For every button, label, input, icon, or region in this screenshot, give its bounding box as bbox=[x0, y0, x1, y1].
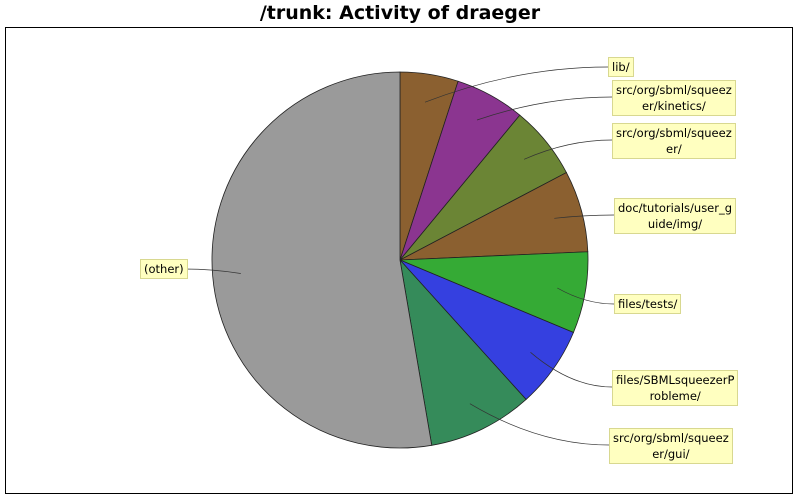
slice-label: files/SBMLsqueezerP robleme/ bbox=[612, 370, 739, 406]
pie-slice bbox=[399, 258, 527, 446]
slice-label: doc/tutorials/user_g uide/img/ bbox=[614, 198, 737, 234]
slice-label-line: src/org/sbml/squeez bbox=[613, 431, 729, 445]
leader-line bbox=[183, 268, 241, 274]
slice-label-line: src/org/sbml/squeez bbox=[616, 126, 732, 140]
slice-label: src/org/sbml/squeez er/ bbox=[612, 123, 736, 159]
pie-slice bbox=[211, 71, 433, 449]
leader-line bbox=[554, 214, 615, 219]
slice-label: lib/ bbox=[608, 57, 634, 77]
slice-label: (other) bbox=[140, 259, 188, 279]
slice-label-line: files/SBMLsqueezerP bbox=[616, 373, 735, 387]
slice-label-line: uide/img/ bbox=[647, 217, 703, 231]
slice-label-line: src/org/sbml/squeez bbox=[616, 83, 732, 97]
slice-label-line: files/tests/ bbox=[618, 297, 678, 311]
leader-line bbox=[469, 403, 610, 446]
slice-label-line: er/ bbox=[666, 142, 682, 156]
slice-label: src/org/sbml/squeez er/kinetics/ bbox=[612, 80, 736, 116]
slice-label-line: lib/ bbox=[612, 60, 630, 74]
slice-label-line: er/kinetics/ bbox=[641, 99, 706, 113]
leader-line bbox=[424, 66, 609, 103]
leader-line bbox=[530, 352, 613, 388]
leader-line bbox=[523, 139, 613, 160]
slice-label-line: er/gui/ bbox=[652, 447, 690, 461]
slice-label-line: robleme/ bbox=[649, 389, 701, 403]
slice-label: files/tests/ bbox=[614, 294, 682, 314]
leader-line bbox=[476, 96, 613, 121]
slice-label: src/org/sbml/squeez er/gui/ bbox=[609, 428, 733, 464]
leader-line bbox=[557, 287, 615, 305]
slice-label-line: (other) bbox=[144, 262, 184, 276]
chart-title: /trunk: Activity of draeger bbox=[259, 2, 541, 24]
chart-frame bbox=[5, 27, 793, 494]
slice-label-line: doc/tutorials/user_g bbox=[618, 201, 733, 215]
